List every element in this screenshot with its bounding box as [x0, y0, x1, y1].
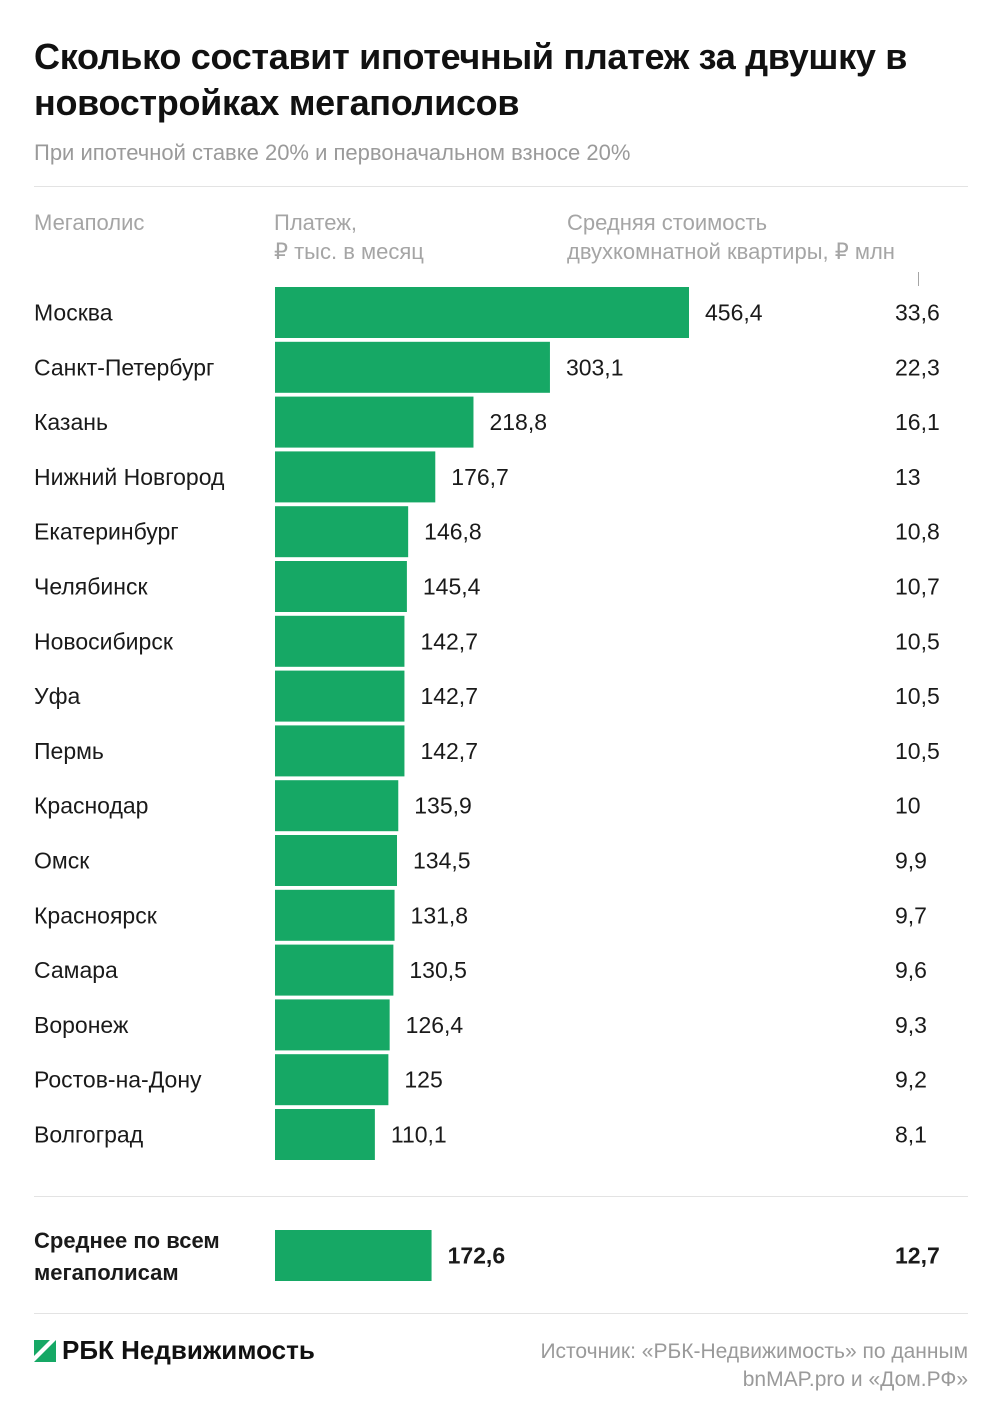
- average-price-label: 12,7: [895, 1243, 940, 1269]
- average-divider-bottom: [34, 1313, 968, 1314]
- value-label: 126,4: [406, 1012, 464, 1038]
- price-label: 10,5: [895, 628, 940, 654]
- value-label: 145,4: [423, 574, 481, 600]
- value-label: 135,9: [414, 793, 472, 819]
- bar: [275, 725, 405, 777]
- bar: [275, 341, 550, 393]
- bar: [275, 506, 409, 558]
- bar: [275, 889, 395, 941]
- category-label: Челябинск: [34, 574, 148, 600]
- category-label: Волгоград: [34, 1122, 144, 1148]
- price-label: 10: [895, 793, 921, 819]
- category-label: Самара: [34, 957, 118, 983]
- value-label: 134,5: [413, 848, 471, 874]
- price-label: 9,7: [895, 902, 927, 928]
- average-divider-top: [34, 1196, 968, 1197]
- price-label: 22,3: [895, 354, 940, 380]
- category-label: Омск: [34, 848, 90, 874]
- value-label: 456,4: [705, 300, 763, 326]
- category-label: Краснодар: [34, 793, 148, 819]
- value-label: 130,5: [409, 957, 467, 983]
- category-label: Уфа: [34, 683, 81, 709]
- chart-title: Сколько составит ипотечный платеж за дву…: [34, 36, 908, 123]
- value-label: 303,1: [566, 354, 624, 380]
- price-label: 10,8: [895, 519, 940, 545]
- bar: [275, 944, 394, 996]
- category-label: Красноярск: [34, 902, 158, 928]
- bar: [275, 835, 398, 886]
- chart-subtitle: При ипотечной ставке 20% и первоначально…: [34, 140, 631, 165]
- category-label: Казань: [34, 409, 108, 435]
- price-column-tick: [918, 272, 919, 286]
- price-label: 13: [895, 464, 921, 490]
- price-label: 9,3: [895, 1012, 927, 1038]
- bar: [275, 1054, 389, 1106]
- value-label: 125: [404, 1067, 442, 1093]
- source-note: Источник: «РБК-Недвижимость» по данным b…: [540, 1340, 968, 1391]
- average-value-label: 172,6: [448, 1243, 506, 1269]
- brand-logo: РБК Недвижимость: [34, 1335, 315, 1366]
- value-label: 146,8: [424, 519, 482, 545]
- category-label: Санкт-Петербург: [34, 354, 214, 380]
- column-header-payment: Платеж, ₽ тыс. в месяц: [274, 210, 424, 264]
- value-label: 142,7: [420, 738, 478, 764]
- price-label: 33,6: [895, 300, 940, 326]
- category-label: Воронеж: [34, 1012, 129, 1038]
- column-header-price: Средняя стоимость двухкомнатной квартиры…: [567, 210, 895, 264]
- category-label: Пермь: [34, 738, 104, 764]
- brand-name: РБК Недвижимость: [62, 1335, 315, 1365]
- average-bar: [275, 1230, 432, 1281]
- average-label: Среднее по всем: [34, 1228, 220, 1253]
- category-label: Москва: [34, 300, 113, 326]
- rbc-logo-icon: [34, 1339, 56, 1362]
- bar: [275, 561, 407, 612]
- bar: [275, 999, 390, 1051]
- price-label: 9,6: [895, 957, 927, 983]
- category-label: Новосибирск: [34, 628, 174, 654]
- value-label: 218,8: [489, 409, 547, 435]
- bar: [275, 451, 436, 503]
- value-label: 142,7: [420, 628, 478, 654]
- category-label: Ростов-на-Дону: [34, 1067, 202, 1093]
- price-label: 9,9: [895, 848, 927, 874]
- header-divider: [34, 186, 968, 187]
- column-header-city: Мегаполис: [34, 210, 145, 235]
- price-label: 10,5: [895, 738, 940, 764]
- value-label: 131,8: [411, 902, 469, 928]
- price-label: 8,1: [895, 1122, 927, 1148]
- price-label: 9,2: [895, 1067, 927, 1093]
- bar: [275, 396, 474, 448]
- value-label: 110,1: [391, 1122, 447, 1148]
- price-label: 10,7: [895, 574, 940, 600]
- bar: [275, 287, 689, 338]
- bar: [275, 615, 405, 667]
- average-label: мегаполисам: [34, 1260, 179, 1285]
- price-label: 10,5: [895, 683, 940, 709]
- category-label: Екатеринбург: [34, 519, 179, 545]
- price-label: 16,1: [895, 409, 940, 435]
- bar: [275, 670, 405, 722]
- value-label: 142,7: [420, 683, 478, 709]
- category-label: Нижний Новгород: [34, 464, 225, 490]
- bar: [275, 780, 399, 832]
- bar: [275, 1109, 375, 1160]
- value-label: 176,7: [451, 464, 509, 490]
